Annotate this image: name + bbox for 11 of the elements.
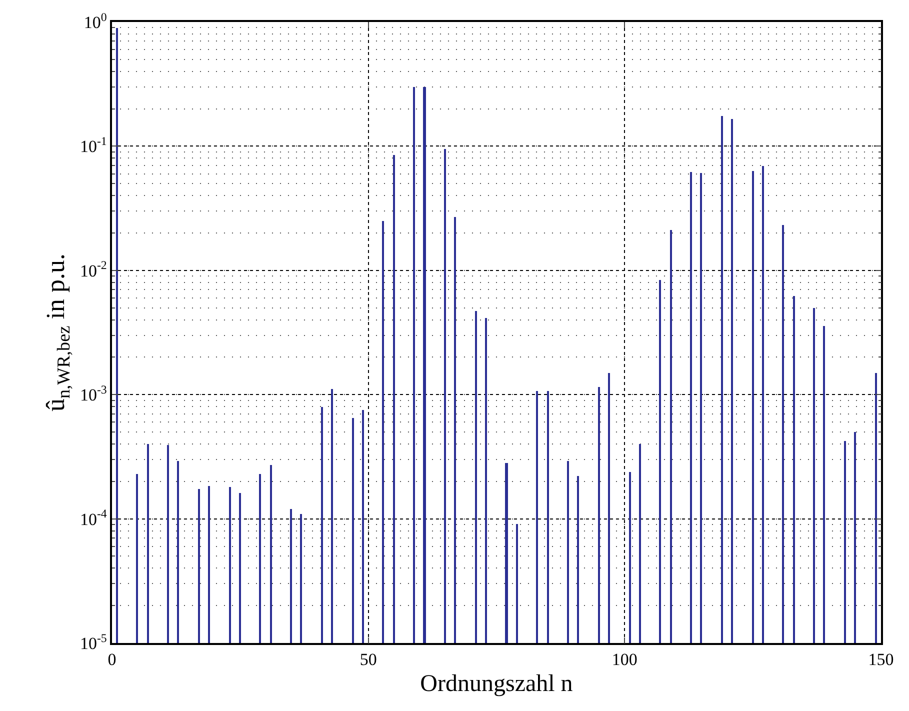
y-tick-label: 10$^{-4}$: [80, 506, 107, 529]
x-tick-label: 0: [108, 650, 116, 670]
x-tick-label: 50: [360, 650, 377, 670]
y-tick-label: 10$^{-5}$: [80, 630, 107, 653]
y-tick-label: 10$^{-2}$: [80, 258, 107, 280]
x-tick-label: 150: [868, 650, 894, 670]
y-tick-label: 10$^{0}$: [84, 10, 107, 32]
x-tick-label: 100: [612, 650, 638, 670]
x-axis-title: Ordnungszahl n: [420, 670, 573, 697]
y-tick-label: 10$^{-3}$: [80, 382, 107, 405]
y-tick-label: 10$^{-1}$: [80, 134, 107, 156]
